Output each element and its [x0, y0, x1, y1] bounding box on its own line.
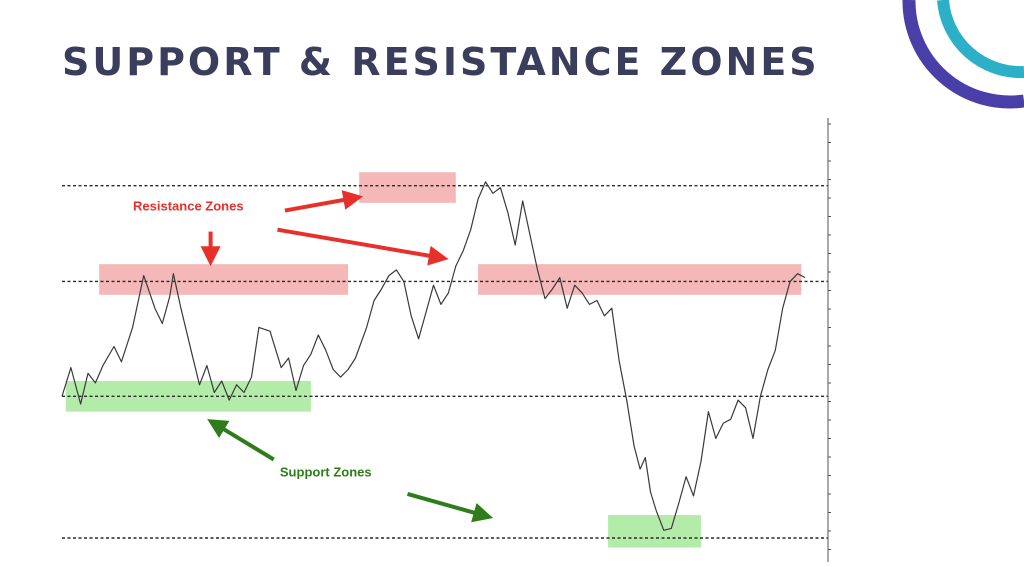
price-line — [61, 181, 806, 531]
logo-outer-arc — [902, 0, 1024, 109]
slide-title: SUPPORT & RESISTANCE ZONES — [62, 40, 820, 84]
support-arrow-4 — [207, 419, 275, 462]
resistance-arrow-1 — [284, 190, 364, 213]
axis-ticks — [828, 123, 831, 550]
arrows-layer — [200, 190, 494, 523]
zones-layer — [65, 172, 802, 548]
support-zones-label: Support Zones — [280, 465, 372, 480]
resistance-arrow-3 — [277, 227, 449, 266]
support-arrow-5 — [406, 492, 494, 523]
support-zone-5 — [608, 515, 701, 548]
resistance-zone-3 — [478, 264, 802, 295]
resistance-zones-label: Resistance Zones — [133, 199, 244, 214]
brand-arcs-logo — [902, 0, 1024, 109]
resistance-zone-1 — [99, 264, 349, 295]
logo-inner-arc — [937, 0, 1024, 79]
levels-layer — [62, 184, 828, 539]
resistance-zone-2 — [359, 172, 456, 203]
